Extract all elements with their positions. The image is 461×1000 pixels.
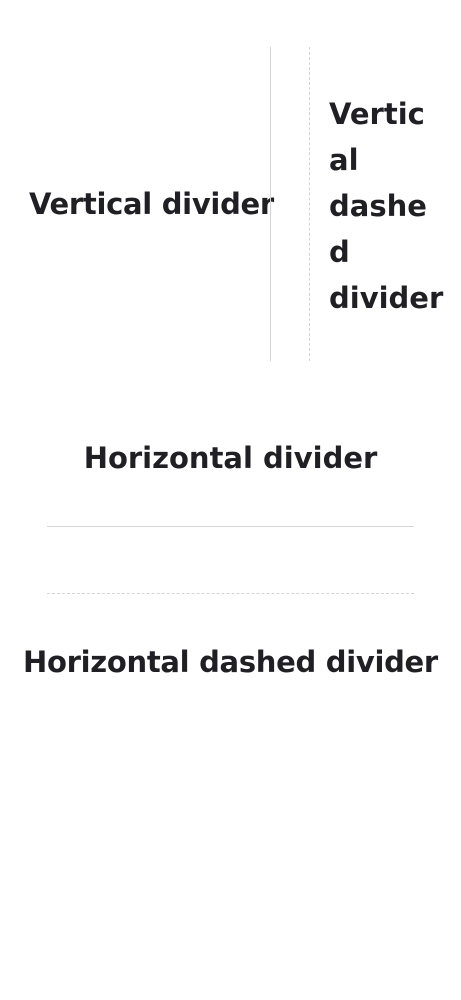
vertical-dashed-divider-label-line: divider [329,281,444,315]
vertical-divider-label: Vertical divider [29,187,274,221]
vertical-dashed-divider-label-line: al [329,143,359,177]
vertical-dashed-divider-label-line: d [329,235,350,269]
vertical-dashed-divider-label-line: dashe [329,189,427,223]
horizontal-divider-label: Horizontal divider [83,441,378,475]
vertical-dashed-divider [309,47,310,361]
horizontal-dashed-divider [47,593,414,594]
vertical-dashed-divider-label-line: Vertic [329,97,425,131]
vertical-dashed-divider-label: Vertic al dashe d divider [329,91,449,321]
horizontal-divider [47,526,414,527]
horizontal-dashed-divider-label: Horizontal dashed divider [23,645,438,679]
vertical-divider [270,47,271,361]
